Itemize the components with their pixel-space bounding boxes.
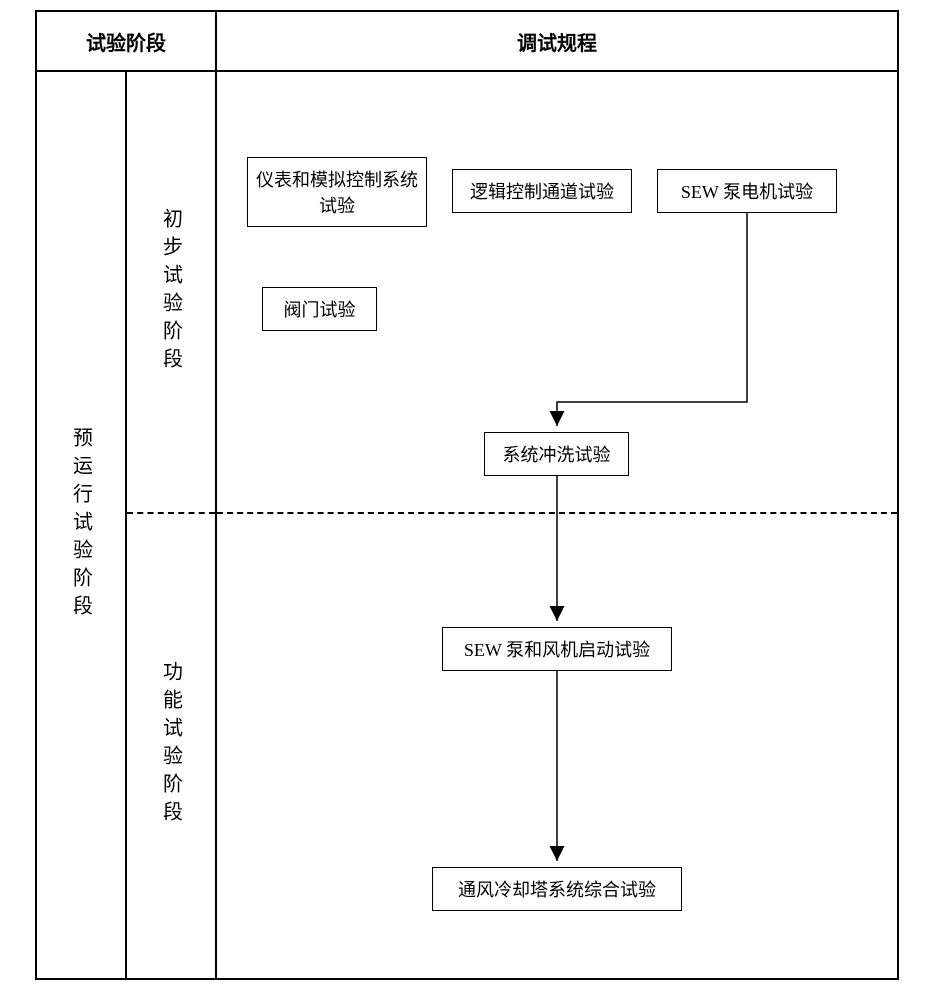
phase-divider — [127, 512, 215, 514]
main-phase-column: 预运行试验阶段 — [37, 72, 127, 978]
box-logic-label: 逻辑控制通道试验 — [470, 178, 614, 204]
header-phase-col: 试验阶段 — [37, 12, 217, 70]
header-row: 试验阶段 调试规程 — [37, 12, 897, 72]
content-divider — [217, 512, 897, 514]
sub-phase-upper: 初步试验阶段 — [127, 72, 215, 512]
box-sew-fan-test: SEW 泵和风机启动试验 — [442, 627, 672, 671]
sub-phase-lower: 功能试验阶段 — [127, 512, 215, 978]
box-valve-test: 阀门试验 — [262, 287, 377, 331]
box-sew-motor-label: SEW 泵电机试验 — [681, 178, 813, 204]
box-flush-test: 系统冲洗试验 — [484, 432, 629, 476]
diagram-frame: 试验阶段 调试规程 预运行试验阶段 初步试验阶段 功能试验阶段 — [35, 10, 899, 980]
box-cooling-tower-test: 通风冷却塔系统综合试验 — [432, 867, 682, 911]
body-row: 预运行试验阶段 初步试验阶段 功能试验阶段 — [37, 72, 897, 978]
header-phase-label: 试验阶段 — [86, 27, 166, 56]
box-flush-label: 系统冲洗试验 — [503, 441, 611, 467]
main-phase-label: 预运行试验阶段 — [67, 427, 96, 623]
flowchart-area: 仪表和模拟控制系统试验 逻辑控制通道试验 SEW 泵电机试验 阀门试验 系统冲洗… — [217, 72, 897, 978]
box-valve-label: 阀门试验 — [284, 296, 356, 322]
sub-phase-upper-label: 初步试验阶段 — [157, 208, 186, 376]
header-procedure-col: 调试规程 — [217, 12, 897, 70]
header-procedure-label: 调试规程 — [517, 27, 597, 56]
box-sew-fan-label: SEW 泵和风机启动试验 — [464, 636, 650, 662]
box-instrument-label: 仪表和模拟控制系统试验 — [256, 166, 418, 218]
box-sew-motor-test: SEW 泵电机试验 — [657, 169, 837, 213]
box-instrument-test: 仪表和模拟控制系统试验 — [247, 157, 427, 227]
sub-phase-column: 初步试验阶段 功能试验阶段 — [127, 72, 217, 978]
sub-phase-lower-label: 功能试验阶段 — [157, 661, 186, 829]
box-logic-test: 逻辑控制通道试验 — [452, 169, 632, 213]
box-cooling-label: 通风冷却塔系统综合试验 — [458, 876, 656, 902]
